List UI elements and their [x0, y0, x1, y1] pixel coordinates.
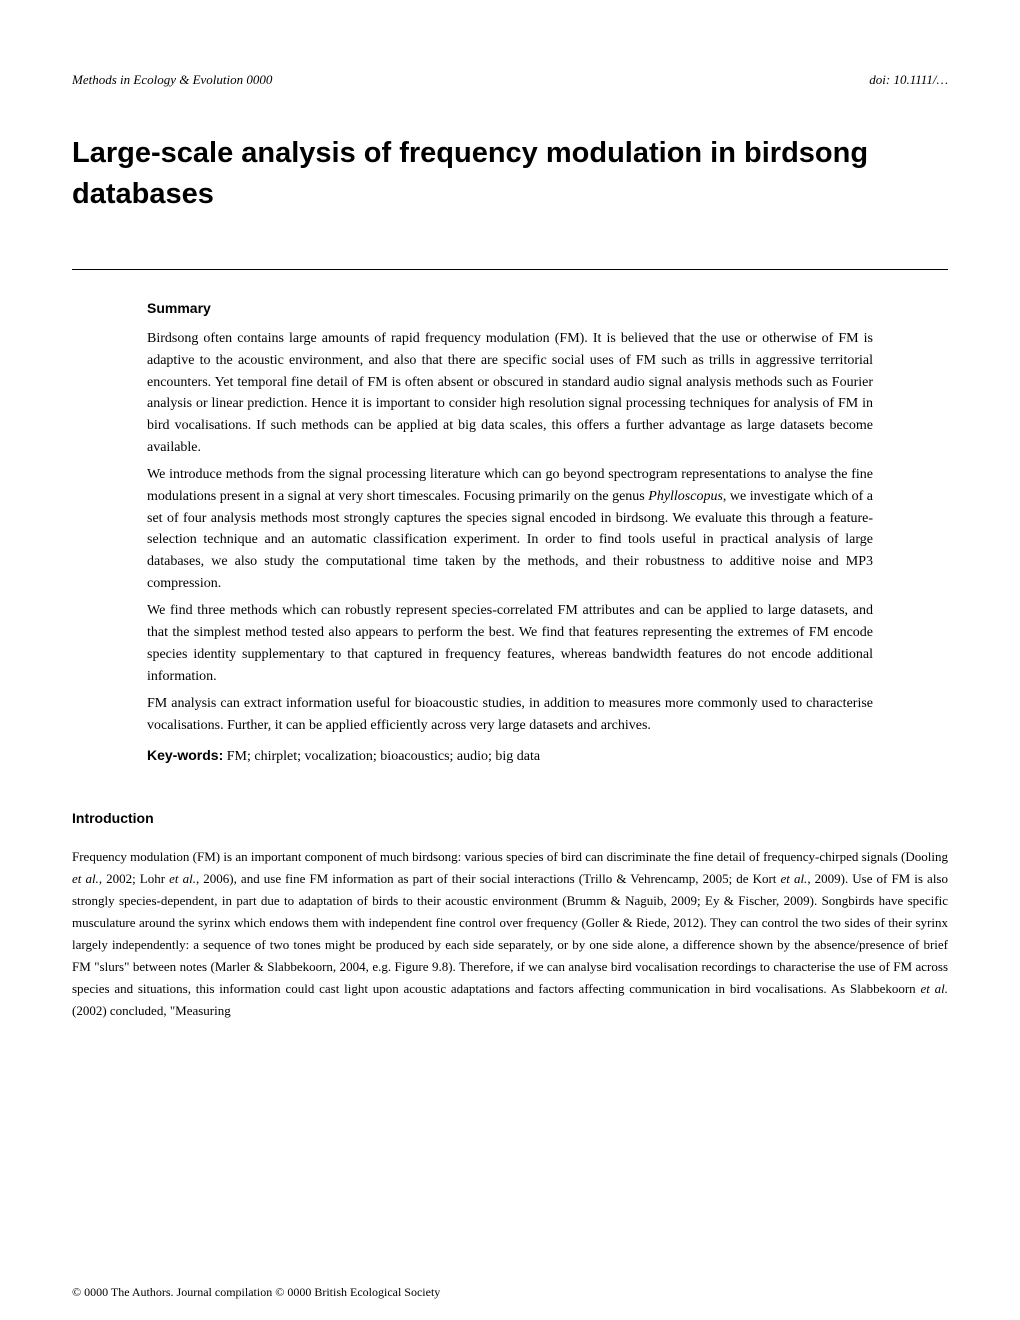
summary-para-1: Birdsong often contains large amounts of…	[147, 328, 873, 458]
summary-para-2: We introduce methods from the signal pro…	[147, 464, 873, 594]
summary-block: Summary Birdsong often contains large am…	[72, 300, 948, 764]
running-header: Methods in Ecology & Evolution 0000 doi:…	[72, 72, 948, 88]
keywords-text: FM; chirplet; vocalization; bioacoustics…	[223, 749, 540, 764]
keywords-line: Key-words: FM; chirplet; vocalization; b…	[147, 747, 873, 765]
journal-name: Methods in Ecology & Evolution 0000	[72, 72, 272, 88]
introduction-body: Frequency modulation (FM) is an importan…	[72, 846, 948, 1023]
copyright-footer: © 0000 The Authors. Journal compilation …	[72, 1285, 440, 1300]
summary-para-3: We find three methods which can robustly…	[147, 600, 873, 687]
keywords-label: Key-words:	[147, 747, 223, 763]
introduction-heading: Introduction	[72, 810, 948, 826]
summary-para-4: FM analysis can extract information usef…	[147, 693, 873, 736]
doi: doi: 10.1111/…	[869, 72, 948, 88]
article-title: Large-scale analysis of frequency modula…	[72, 133, 948, 214]
title-rule	[72, 269, 948, 270]
summary-heading: Summary	[147, 300, 873, 316]
